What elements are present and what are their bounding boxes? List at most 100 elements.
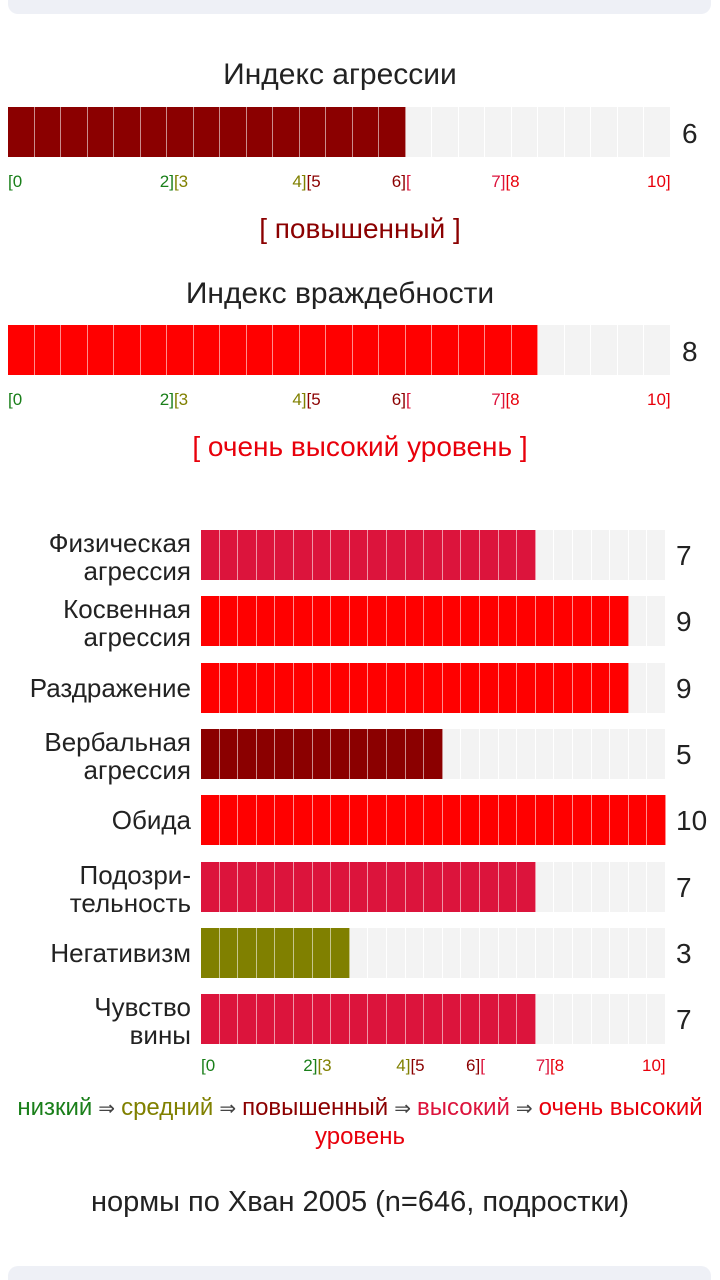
- subscale-bar-filled-segment: [480, 795, 499, 846]
- subscale-bar-filled-segment: [554, 596, 573, 647]
- subscale-bar-empty-segment: [647, 927, 666, 978]
- scale-tick-label: 10]: [642, 1056, 666, 1075]
- subscale-bar-filled-segment: [256, 596, 276, 647]
- subscale-score: 7: [676, 871, 692, 903]
- subscale-bar-filled-segment: [238, 861, 257, 912]
- subscale-bar-filled-segment: [405, 795, 425, 846]
- subscale-bar-filled-segment: [331, 596, 350, 647]
- subscale-bar-filled-segment: [480, 662, 499, 713]
- subscale-bar-empty-segment: [610, 728, 629, 779]
- subscale-bar-filled-segment: [294, 994, 313, 1045]
- subscale-bar-filled-segment: [647, 795, 666, 846]
- subscale-bar-filled-segment: [368, 530, 387, 580]
- subscale-bar-filled-segment: [387, 530, 406, 580]
- subscale-bar-filled-segment: [312, 728, 332, 779]
- subscale-bar-filled-segment: [219, 994, 239, 1045]
- subscale-bar-filled-segment: [275, 662, 294, 713]
- subscale-bar-filled-segment: [219, 728, 239, 779]
- aggression-index-bar-filled-segment: [352, 107, 380, 157]
- subscale-bar-filled-segment: [368, 795, 387, 846]
- subscale-bar-filled-segment: [498, 596, 518, 647]
- scale-tick-label: 7][8: [535, 1056, 565, 1075]
- subscale-bar-empty-segment: [368, 927, 387, 978]
- subscale-bar-filled-segment: [331, 861, 350, 912]
- subscale-bar-filled-segment: [219, 795, 239, 846]
- hostility-index-bar-empty-segment: [644, 325, 671, 375]
- subscale-bar-filled-segment: [312, 795, 332, 846]
- subscale-bar-filled-segment: [610, 662, 629, 713]
- subscale-score: 9: [676, 606, 692, 638]
- aggression-index-bar-empty-segment: [512, 107, 539, 157]
- subscale-bar-filled-segment: [275, 530, 294, 580]
- subscale-bar-filled-segment: [256, 994, 276, 1045]
- hostility-index-bar: [8, 325, 671, 375]
- subscale-bar-empty-segment: [554, 861, 573, 912]
- subscale-bar-empty-segment: [443, 728, 462, 779]
- subscale-bar-filled-segment: [461, 994, 480, 1045]
- subscale-bar-filled-segment: [331, 728, 350, 779]
- aggression-index-bar-empty-segment: [406, 107, 433, 157]
- subscale-bar-filled-segment: [312, 596, 332, 647]
- subscale-bar-empty-segment: [554, 728, 573, 779]
- subscale-score: 7: [676, 1004, 692, 1036]
- subscale-bar-filled-segment: [573, 662, 592, 713]
- aggression-index-bar-empty-segment: [459, 107, 486, 157]
- subscale-bar: [201, 728, 666, 779]
- subscale-bar-filled-segment: [275, 994, 294, 1045]
- subscale-bar-filled-segment: [349, 596, 369, 647]
- subscale-bar-filled-segment: [238, 596, 257, 647]
- subscale-bar-filled-segment: [294, 530, 313, 580]
- subscale-bar-filled-segment: [256, 861, 276, 912]
- subscale-bar-filled-segment: [424, 530, 443, 580]
- subscale-bar-filled-segment: [573, 795, 592, 846]
- subscale-bar-empty-segment: [517, 728, 536, 779]
- subscale-bar-filled-segment: [517, 530, 536, 580]
- hostility-index-title: Индекс враждебности: [185, 277, 495, 310]
- subscale-bar-filled-segment: [405, 662, 425, 713]
- subscale-bar-filled-segment: [349, 530, 369, 580]
- aggression-index-bar-empty-segment: [432, 107, 459, 157]
- subscale-bar-filled-segment: [442, 861, 462, 912]
- subscale-bar-empty-segment: [592, 994, 611, 1045]
- subscale-bar-filled-segment: [387, 795, 406, 846]
- subscale-bar-empty-segment: [499, 728, 518, 779]
- subscale-bar-filled-segment: [535, 662, 555, 713]
- subscale-bar-empty-segment: [573, 994, 592, 1045]
- hostility-index-scale: [0 2][3 4][5 6][7][8 10]: [8, 390, 671, 412]
- norms-caption: нормы по Хван 2005 (n=646, подростки): [90, 1186, 630, 1218]
- subscale-bar-filled-segment: [535, 795, 555, 846]
- subscale-label: Раздражение: [29, 672, 191, 703]
- subscale-score: 9: [676, 672, 692, 704]
- subscale-bar-filled-segment: [294, 795, 313, 846]
- hostility-index-bar-filled-segment: [114, 325, 141, 375]
- subscale-bar-filled-segment: [424, 994, 443, 1045]
- aggression-index-bar-filled-segment: [167, 107, 194, 157]
- subscale-bar-empty-segment: [647, 861, 666, 912]
- subscale-bar-filled-segment: [480, 596, 499, 647]
- subscale-bar-filled-segment: [498, 795, 518, 846]
- subscale-bar-filled-segment: [535, 596, 555, 647]
- subscale-bar-filled-segment: [424, 795, 443, 846]
- subscale-bar-filled-segment: [517, 596, 536, 647]
- subscale-bar-empty-segment: [443, 927, 462, 978]
- subscale-bar: [201, 994, 666, 1045]
- subscale-bar-filled-segment: [480, 861, 499, 912]
- subscale-bar-filled-segment: [312, 927, 332, 978]
- aggression-index-bar-filled-segment: [326, 107, 353, 157]
- subscale-bar-filled-segment: [349, 795, 369, 846]
- subscale-bar-filled-segment: [312, 530, 332, 580]
- subscale-bar-filled-segment: [238, 662, 257, 713]
- subscale-bar-filled-segment: [238, 994, 257, 1045]
- subscale-bar-filled-segment: [256, 728, 276, 779]
- subscale-label: Чувство вины: [94, 992, 191, 1051]
- subscale-bar-filled-segment: [424, 596, 443, 647]
- scale-tick-label: 4][5: [292, 172, 321, 191]
- subscale-bar-filled-segment: [238, 795, 257, 846]
- scale-tick-label: 7][8: [491, 390, 520, 409]
- subscale-bar-filled-segment: [461, 662, 480, 713]
- subscale-bar-filled-segment: [498, 662, 518, 713]
- subscale-bar-filled-segment: [498, 530, 518, 580]
- subscale-bar-empty-segment: [629, 728, 648, 779]
- hostility-index-bar-empty-segment: [538, 325, 565, 375]
- aggression-index-level: [ повышенный ]: [259, 213, 461, 244]
